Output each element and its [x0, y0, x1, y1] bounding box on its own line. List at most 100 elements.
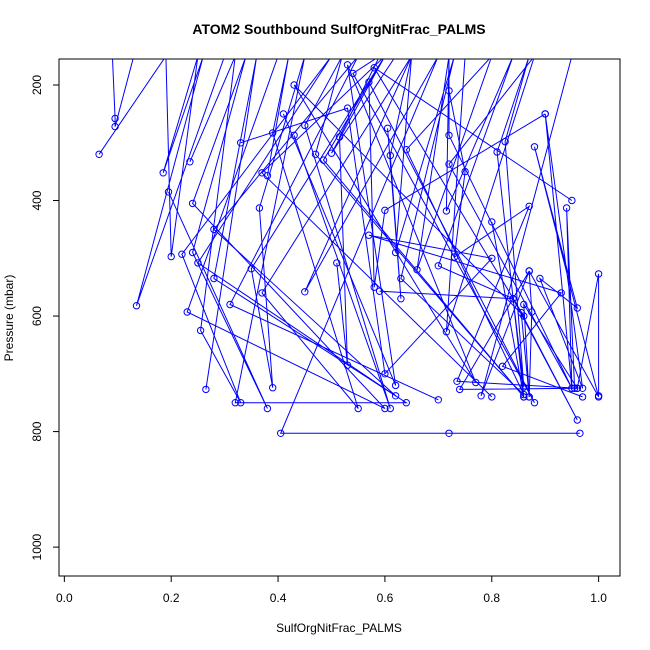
- data-point: [541, 110, 549, 118]
- data-point: [536, 274, 544, 283]
- data-point: [402, 399, 410, 407]
- data-point: [335, 133, 344, 141]
- data-point: [247, 265, 256, 273]
- data-point: [381, 370, 389, 378]
- data-point: [520, 383, 528, 391]
- data-point: [277, 429, 285, 437]
- data-point: [456, 385, 464, 394]
- data-point: [354, 404, 362, 413]
- data-point: [557, 289, 565, 297]
- data-point: [528, 308, 536, 316]
- data-point: [210, 274, 218, 283]
- data-point: [343, 61, 352, 69]
- data-point: [488, 393, 496, 401]
- data-point: [365, 78, 373, 86]
- data-point: [319, 156, 328, 164]
- data-point: [188, 248, 197, 257]
- data-point: [381, 404, 389, 413]
- data-point: [472, 378, 480, 387]
- series-line: [168, 59, 386, 409]
- data-point: [442, 207, 451, 215]
- series-5: [202, 59, 496, 407]
- data-point: [450, 253, 459, 261]
- data-point: [445, 131, 453, 140]
- data-point: [576, 429, 584, 437]
- data-point: [164, 188, 173, 196]
- data-point: [365, 231, 373, 239]
- series-line: [261, 59, 580, 434]
- data-point: [237, 139, 245, 147]
- data-point: [375, 287, 384, 295]
- x-tick-label: 0.6: [377, 591, 394, 605]
- x-tick-label: 1.0: [590, 591, 607, 605]
- data-point: [594, 392, 603, 400]
- data-point: [370, 64, 378, 72]
- data-point: [391, 248, 400, 257]
- data-point: [397, 274, 405, 283]
- series-9: [383, 59, 528, 399]
- data-point: [530, 143, 539, 151]
- data-point: [343, 104, 352, 112]
- data-point: [391, 381, 400, 390]
- data-point: [167, 252, 175, 261]
- series-6: [258, 59, 584, 437]
- data-point: [578, 393, 587, 401]
- x-tick-label: 0.8: [483, 591, 500, 605]
- data-point: [255, 204, 264, 212]
- data-point: [196, 326, 205, 335]
- data-point: [311, 150, 320, 159]
- data-point: [188, 199, 197, 208]
- data-point: [183, 308, 191, 316]
- data-point: [525, 393, 533, 401]
- data-point: [383, 124, 392, 133]
- data-point: [570, 384, 579, 392]
- data-point: [349, 69, 357, 78]
- data-point: [477, 392, 485, 400]
- y-tick-label: 800: [30, 421, 44, 441]
- data-point: [434, 262, 442, 270]
- data-point: [530, 399, 539, 407]
- series-line: [293, 59, 525, 409]
- x-tick-label: 0.0: [56, 591, 73, 605]
- data-point: [520, 312, 528, 320]
- x-axis: 0.0 0.2 0.4 0.6 0.8 1.0: [56, 575, 607, 605]
- x-tick-label: 0.4: [270, 591, 287, 605]
- data-point: [343, 361, 352, 369]
- data-point: [525, 267, 533, 275]
- data-point: [386, 404, 394, 413]
- series-14: [570, 270, 603, 400]
- data-point: [501, 137, 509, 146]
- data-point: [445, 160, 453, 168]
- data-point: [333, 259, 341, 267]
- y-axis: 200 400 600 800 1000: [30, 75, 60, 560]
- data-point: [453, 377, 461, 385]
- y-tick-label: 1000: [30, 533, 44, 560]
- data-point: [578, 384, 587, 392]
- series-8: [333, 59, 549, 407]
- data-point: [525, 202, 533, 211]
- data-point: [95, 150, 103, 159]
- data-point: [178, 250, 186, 258]
- data-point: [509, 295, 517, 303]
- series-line: [181, 59, 439, 403]
- data-point: [573, 416, 581, 424]
- data-point: [263, 404, 272, 413]
- series-line: [112, 59, 134, 127]
- data-point: [370, 283, 378, 291]
- data-point: [301, 288, 309, 296]
- data-point: [210, 225, 218, 234]
- series-12: [488, 59, 581, 424]
- data-point: [488, 254, 496, 262]
- data-point: [269, 384, 277, 392]
- data-point: [290, 81, 298, 89]
- data-point: [194, 259, 202, 267]
- series-line: [205, 59, 493, 404]
- series-11: [445, 59, 581, 400]
- series-13: [525, 110, 603, 401]
- data-point: [402, 146, 410, 154]
- data-point: [231, 399, 240, 407]
- data-point: [461, 167, 469, 176]
- series-line: [448, 59, 578, 396]
- series-line: [336, 59, 546, 403]
- data-point: [202, 385, 210, 394]
